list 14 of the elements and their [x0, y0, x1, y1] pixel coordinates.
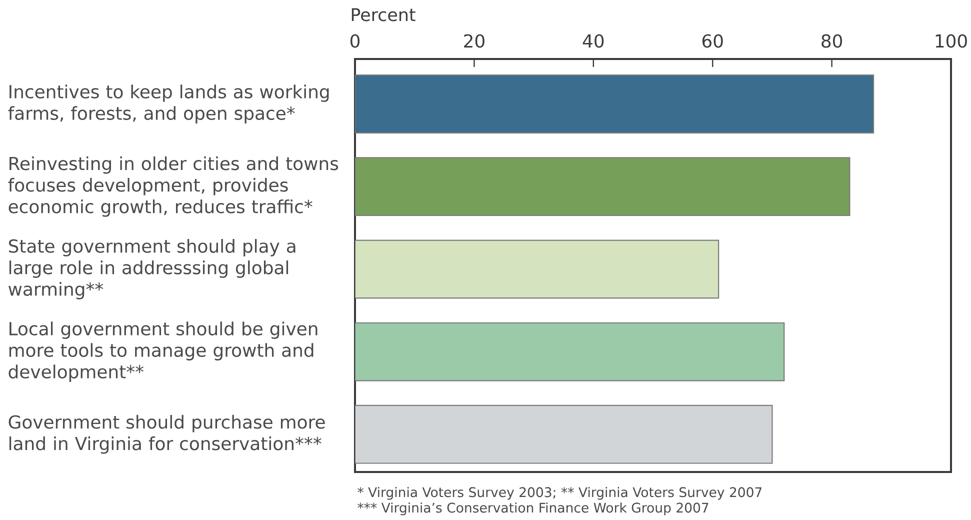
- text: *** Virginia’s Conservation Finance Work Group 2007: [358, 502, 708, 516]
- y-tick-label: Reinvesting in older cities and towns focuses development, provides economic growth, reduces traffic*: [8, 156, 338, 217]
- y-tick-label: Government should purchase more land in Virginia for conservation***: [8, 414, 325, 454]
- x-tick-label: 40: [582, 34, 604, 48]
- x-tick-label: 0: [350, 34, 360, 48]
- x-tick-label: 20: [464, 34, 484, 48]
- y-tick-label: Local government should be given more tools to manage growth and development**: [8, 322, 318, 382]
- y-tick-label: State government should play a large role in addresssing global warming**: [8, 238, 296, 300]
- x-tick-label: 100: [936, 34, 967, 48]
- x-tick-label: 60: [702, 34, 723, 48]
- y-tick-label: Incentives to keep lands as working farms, forests, and open space*: [8, 84, 329, 124]
- x-axis-title: Percent: [352, 8, 416, 22]
- text: * Virginia Voters Survey 2003; ** Virginia Voters Survey 2007: [358, 486, 762, 500]
- x-tick-label: 80: [822, 34, 842, 48]
